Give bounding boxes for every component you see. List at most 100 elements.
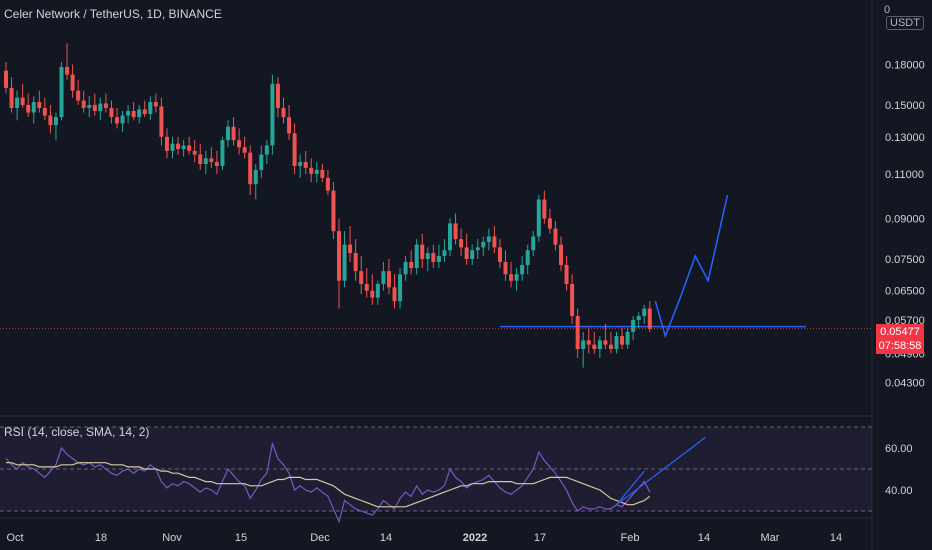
candle-body — [325, 177, 330, 191]
bar-countdown: 07:58:58 — [878, 340, 922, 352]
candle-body — [475, 247, 480, 251]
candle-body — [42, 107, 47, 116]
candle-body — [420, 244, 425, 259]
candle-body — [48, 115, 53, 126]
candle-body — [603, 340, 608, 345]
candle-body — [414, 244, 419, 269]
candle-body — [231, 126, 236, 141]
candle-body — [148, 102, 153, 115]
candle-body — [486, 236, 491, 242]
candle-body — [636, 316, 641, 320]
candle-body — [153, 102, 158, 107]
candle-body — [298, 162, 303, 166]
candle-body — [115, 117, 119, 124]
price-tick-label: 0.04300 — [885, 378, 925, 390]
price-tick-label: 0.11000 — [885, 169, 924, 181]
current-price-value: 0.05477 — [880, 326, 920, 338]
time-tick-label: Nov — [162, 532, 182, 544]
price-tick-label: 0.05700 — [885, 315, 925, 327]
candle-body — [431, 253, 436, 262]
candle-body — [331, 190, 336, 232]
candle-body — [564, 264, 569, 285]
candle-body — [137, 109, 142, 118]
candle-body — [98, 103, 103, 111]
candle-body — [647, 308, 652, 329]
candle-body — [176, 143, 181, 150]
candle-body — [209, 158, 214, 163]
candle-body — [497, 247, 502, 262]
candle-body — [597, 340, 602, 350]
candle-body — [381, 271, 386, 285]
candle-body — [525, 250, 530, 265]
time-tick-label: Dec — [310, 532, 330, 544]
candle-body — [348, 244, 353, 254]
current-price-tag: 0.05477 07:58:58 — [876, 324, 924, 354]
candle-body — [470, 250, 475, 259]
candle-body — [159, 106, 164, 137]
rsi-tick-label: 40.00 — [885, 485, 913, 497]
rsi-trendline — [616, 470, 645, 506]
candle-body — [559, 244, 563, 265]
time-tick-label: 2022 — [463, 532, 487, 544]
candle-body — [631, 319, 636, 332]
candle-body — [570, 284, 575, 317]
candle-body — [26, 104, 31, 113]
candle-body — [270, 83, 275, 146]
candle-body — [448, 223, 452, 251]
rsi-tick-label: 60.00 — [885, 443, 913, 455]
candle-body — [575, 316, 580, 350]
currency-unit-button[interactable]: USDT — [886, 16, 924, 30]
candle-body — [120, 115, 125, 124]
candle-body — [509, 274, 514, 281]
candle-body — [220, 140, 225, 166]
candle-body — [164, 136, 169, 151]
candle-body — [542, 199, 547, 219]
candle-body — [342, 244, 347, 281]
candle-body — [264, 145, 269, 155]
candle-body — [20, 97, 25, 105]
candle-body — [142, 109, 147, 115]
candle-body — [203, 158, 208, 165]
candle-body — [259, 154, 264, 170]
candle-body — [581, 340, 586, 350]
candle-body — [492, 236, 497, 248]
chart-title: Celer Network / TetherUS, 1D, BINANCE — [4, 7, 222, 21]
rsi-ma-line — [6, 462, 651, 508]
time-tick-label: 17 — [534, 532, 546, 544]
candle-body — [4, 70, 8, 88]
candle-body — [614, 336, 619, 350]
candle-body — [87, 104, 92, 108]
candle-body — [642, 308, 647, 317]
price-scale-header[interactable]: 0 USDT — [884, 4, 932, 30]
candle-body — [459, 239, 464, 248]
candle-body — [425, 253, 430, 259]
candle-body — [536, 199, 541, 237]
time-tick-label: Feb — [621, 532, 640, 544]
grid-lines — [0, 0, 873, 550]
candle-body — [370, 290, 375, 298]
candle-body — [92, 104, 97, 111]
candle-body — [181, 145, 186, 150]
candle-body — [436, 256, 441, 262]
candle-body — [31, 102, 36, 113]
candle-body — [375, 284, 380, 298]
candle-body — [214, 162, 219, 166]
candle-body — [37, 102, 42, 108]
time-tick-label: Mar — [761, 532, 780, 544]
candle-body — [53, 117, 58, 126]
candle-body — [59, 66, 64, 118]
candle-body — [248, 152, 253, 185]
candle-body — [292, 133, 297, 166]
candle-body — [409, 261, 414, 269]
candle-body — [253, 169, 258, 185]
candle-body — [109, 107, 114, 118]
candle-body — [442, 250, 447, 257]
candle-body — [187, 145, 192, 151]
candle-body — [608, 344, 613, 350]
candle-body — [192, 150, 197, 155]
candle-body — [386, 271, 391, 288]
candle-body — [126, 110, 131, 116]
time-tick-label: 15 — [235, 532, 247, 544]
candle-body — [464, 247, 469, 259]
